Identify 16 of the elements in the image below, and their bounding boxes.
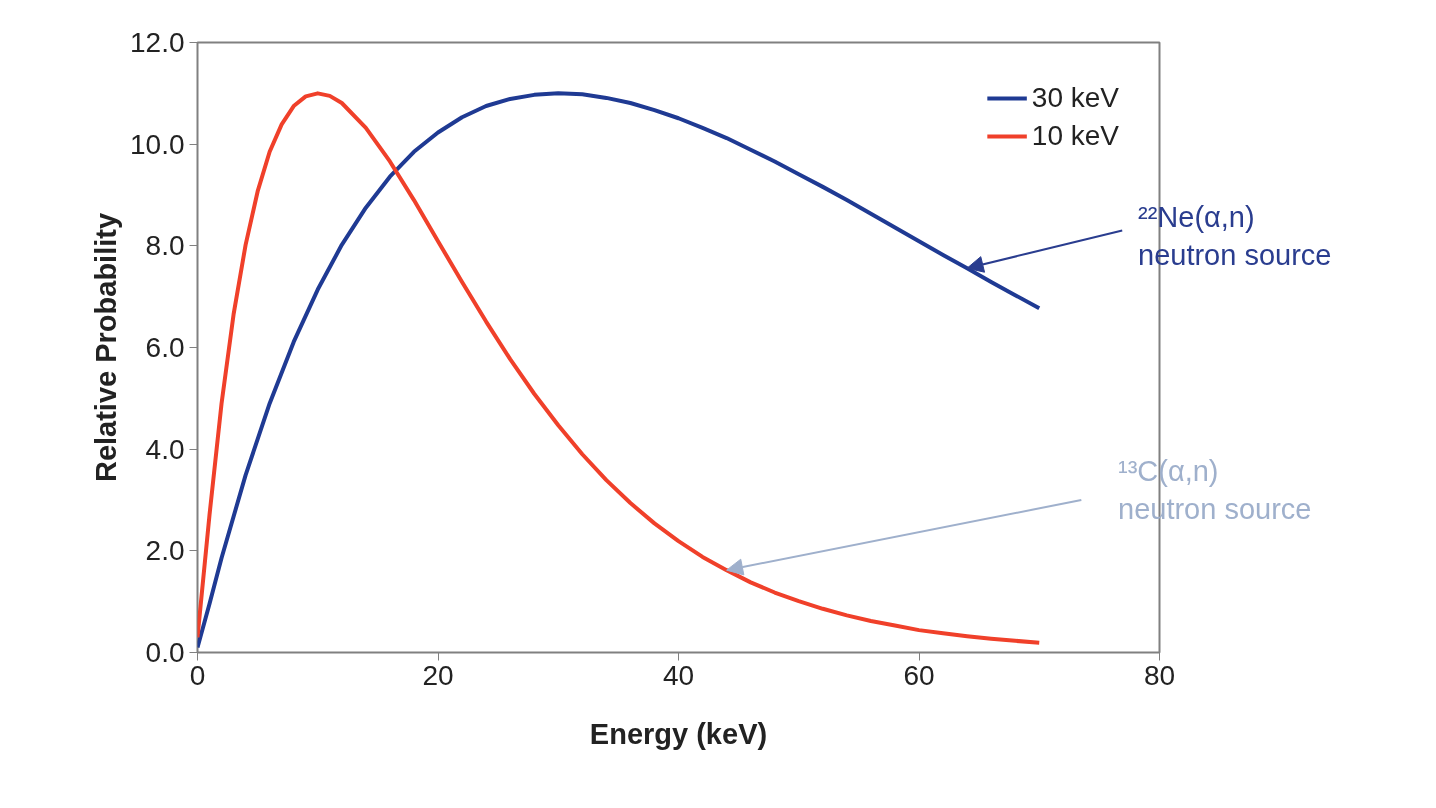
y-tick-label: 6.0: [145, 332, 185, 363]
y-tick-label: 12.0: [130, 27, 185, 58]
y-tick-label: 0.0: [145, 637, 185, 668]
x-tick-label: 0: [189, 659, 206, 691]
y-axis-title: Relative Probability: [90, 212, 122, 483]
y-tick-label: 4.0: [145, 433, 185, 465]
x-axis-title: Energy (keV): [589, 717, 768, 750]
x-tick-label: 40: [662, 659, 695, 691]
y-tick-label: 2.0: [145, 535, 185, 567]
y-tick-label: 10.0: [130, 128, 185, 160]
legend-label: 10 keV: [1031, 120, 1119, 152]
x-tick-label: 80: [1143, 659, 1176, 691]
x-tick-label: 20: [422, 659, 454, 691]
legend-label: 30 keV: [1031, 82, 1119, 114]
x-tick-label: 60: [903, 659, 935, 691]
y-tick-label: 8.0: [145, 230, 185, 262]
